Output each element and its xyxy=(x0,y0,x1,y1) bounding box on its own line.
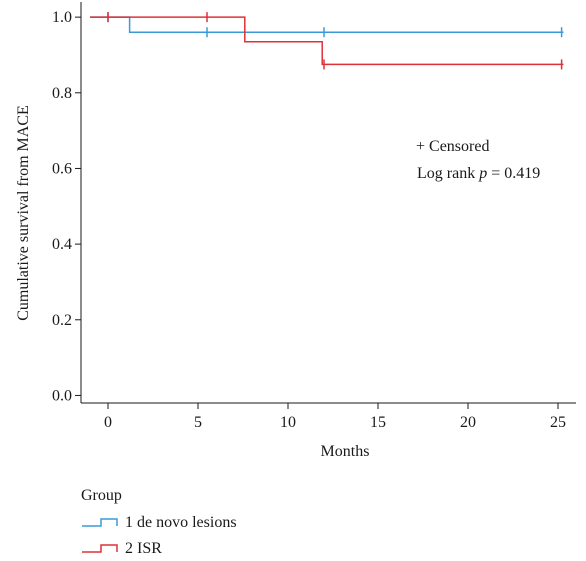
y-ticks: 0.0 0.2 0.4 0.6 0.8 1.0 xyxy=(52,9,81,404)
legend-item-de-novo: 1 de novo lesions xyxy=(125,514,237,531)
y-tick-label: 0.2 xyxy=(52,312,72,329)
y-tick-label: 0.6 xyxy=(52,160,72,177)
y-tick-label: 0.8 xyxy=(52,85,72,102)
legend-item-isr: 2 ISR xyxy=(125,540,162,557)
legend-title: Group xyxy=(81,487,122,504)
logrank-prefix: Log rank xyxy=(417,165,479,182)
legend-swatch-isr xyxy=(82,544,118,553)
series-layer xyxy=(90,12,564,70)
y-axis-label: Cumulative survival from MACE xyxy=(15,105,32,321)
y-tick-label: 0.0 xyxy=(52,387,72,404)
x-axis-label: Months xyxy=(321,443,370,460)
logrank-value: = 0.419 xyxy=(487,165,540,182)
x-tick-label: 15 xyxy=(370,414,386,431)
series-line-isr xyxy=(90,16,564,66)
y-tick-label: 1.0 xyxy=(52,9,72,26)
legend-swatch-de-novo xyxy=(82,518,118,527)
x-tick-label: 25 xyxy=(550,414,566,431)
legend: Group 1 de novo lesions 2 ISR xyxy=(81,487,237,557)
logrank-p: p xyxy=(478,165,487,182)
series-line-de-novo xyxy=(90,16,564,34)
x-tick-label: 5 xyxy=(194,414,202,431)
logrank-annotation: Log rank p = 0.419 xyxy=(417,165,540,182)
y-tick-label: 0.4 xyxy=(52,236,72,253)
censored-annotation: + Censored xyxy=(416,138,489,155)
x-tick-label: 20 xyxy=(460,414,476,431)
x-ticks: 0 5 10 15 20 25 xyxy=(104,403,566,431)
x-tick-label: 0 xyxy=(104,414,112,431)
x-tick-label: 10 xyxy=(280,414,296,431)
